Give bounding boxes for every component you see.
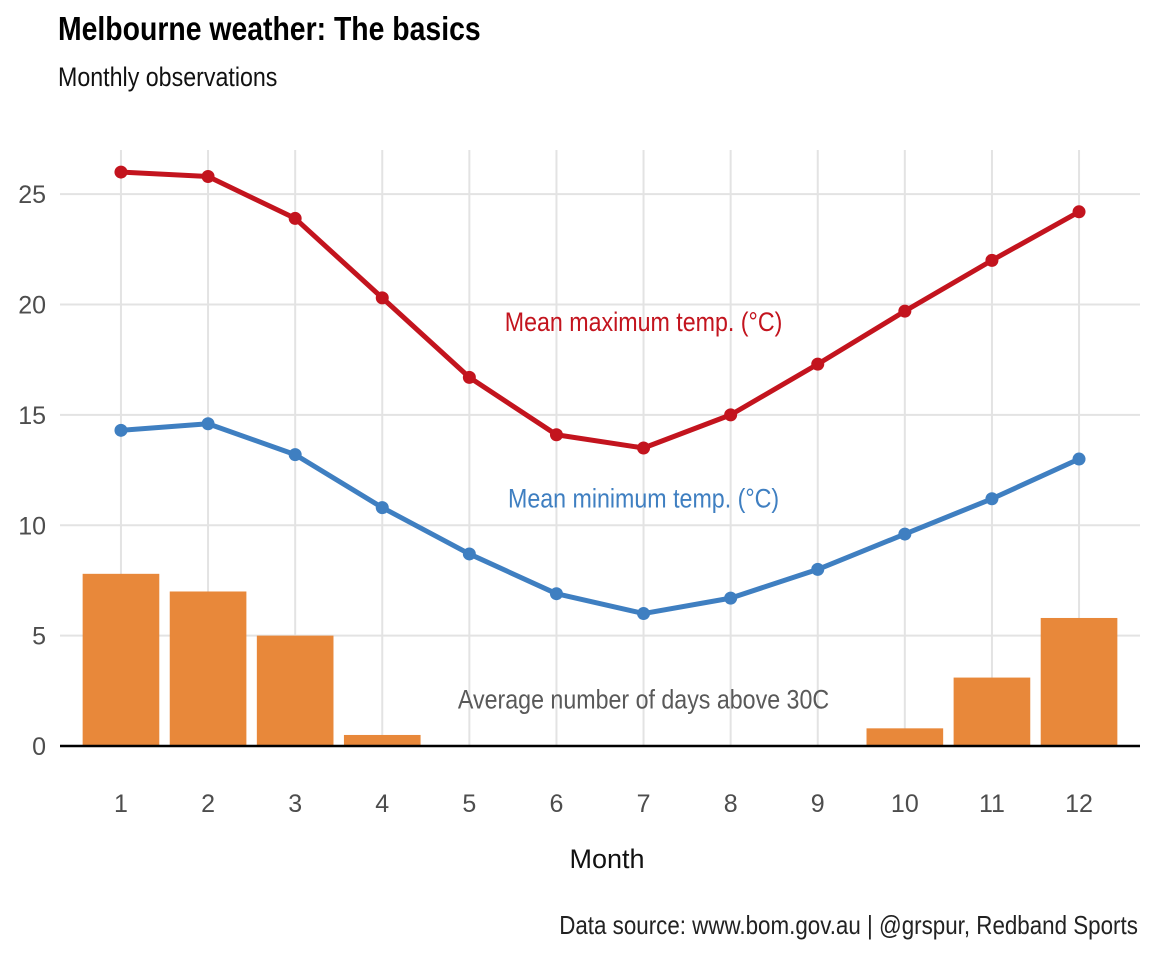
x-tick-label: 2 bbox=[201, 790, 215, 818]
annotation-label: Mean maximum temp. (°C) bbox=[505, 307, 783, 337]
bar-days-above-30c bbox=[343, 734, 421, 746]
min-temp-point bbox=[462, 547, 476, 561]
min-temp-point bbox=[1072, 452, 1086, 466]
min-temp-point bbox=[811, 562, 825, 576]
x-tick-label: 6 bbox=[549, 790, 563, 818]
y-tick-label: 5 bbox=[32, 623, 46, 651]
max-temp-point bbox=[637, 441, 651, 455]
chart-subtitle: Monthly observations bbox=[58, 62, 278, 92]
max-temp-point bbox=[985, 253, 999, 267]
min-temp-point bbox=[201, 417, 215, 431]
max-temp-point bbox=[811, 357, 825, 371]
x-tick-label: 10 bbox=[891, 790, 919, 818]
y-tick-label: 0 bbox=[32, 733, 46, 761]
max-temp-point bbox=[1072, 205, 1086, 219]
bar-days-above-30c bbox=[82, 573, 160, 746]
x-tick-label: 9 bbox=[811, 790, 825, 818]
max-temp-point bbox=[549, 428, 563, 442]
y-tick-label: 15 bbox=[18, 402, 46, 430]
min-temp-point bbox=[637, 607, 651, 621]
chart-caption: Data source: www.bom.gov.au | @grspur, R… bbox=[559, 910, 1138, 940]
bar-days-above-30c bbox=[169, 591, 247, 746]
x-tick-label: 1 bbox=[114, 790, 128, 818]
max-temp-point bbox=[724, 408, 738, 422]
min-temp-point bbox=[375, 501, 389, 515]
bar-days-above-30c bbox=[866, 728, 944, 746]
y-tick-label: 20 bbox=[18, 292, 46, 320]
x-tick-label: 12 bbox=[1065, 790, 1093, 818]
x-tick-label: 5 bbox=[462, 790, 476, 818]
x-tick-label: 11 bbox=[979, 790, 1005, 818]
x-tick-label: 8 bbox=[724, 790, 738, 818]
min-temp-point bbox=[898, 527, 912, 541]
bar-days-above-30c bbox=[256, 635, 334, 746]
min-temp-point bbox=[288, 448, 302, 462]
min-temp-point bbox=[549, 587, 563, 601]
x-tick-label: 3 bbox=[288, 790, 302, 818]
max-temp-point bbox=[898, 304, 912, 318]
chart-title: Melbourne weather: The basics bbox=[58, 10, 481, 47]
max-temp-point bbox=[288, 211, 302, 225]
x-tick-label: 7 bbox=[637, 790, 651, 818]
x-tick-label: 4 bbox=[375, 790, 389, 818]
min-temp-point bbox=[985, 492, 999, 506]
min-temp-line bbox=[120, 421, 1081, 617]
max-temp-point bbox=[201, 169, 215, 183]
max-temp-point bbox=[462, 370, 476, 384]
y-tick-label: 10 bbox=[18, 512, 46, 540]
annotation-label: Mean minimum temp. (°C) bbox=[508, 484, 779, 514]
max-temp-point bbox=[375, 291, 389, 305]
max-temp-line bbox=[120, 169, 1081, 451]
annotation-label: Average number of days above 30C bbox=[458, 685, 829, 715]
min-temp-point bbox=[114, 423, 128, 437]
x-axis-label: Month bbox=[569, 844, 644, 874]
bar-days-above-30c bbox=[1040, 617, 1118, 746]
y-tick-label: 25 bbox=[18, 181, 46, 209]
bar-days-above-30c bbox=[953, 677, 1031, 746]
max-temp-point bbox=[114, 165, 128, 179]
min-temp-point bbox=[724, 591, 738, 605]
